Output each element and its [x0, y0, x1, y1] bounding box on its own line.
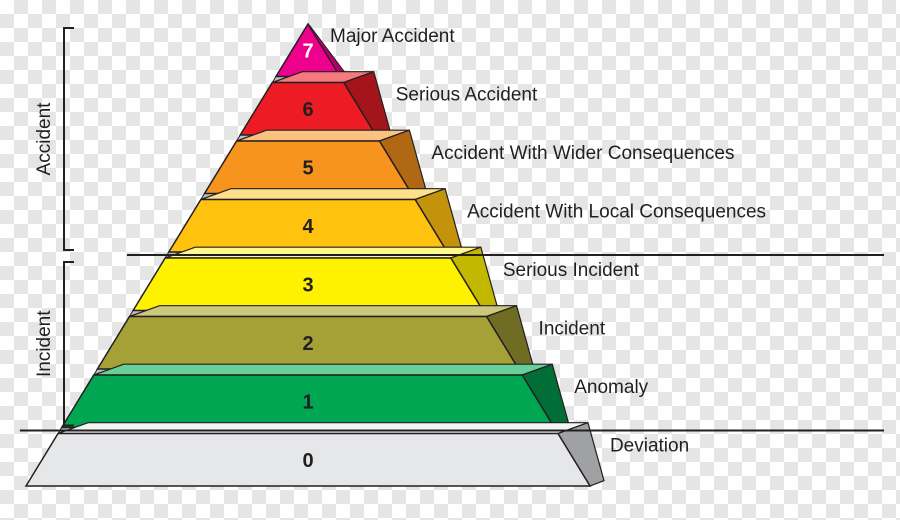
level-0-label: Deviation: [610, 436, 689, 457]
level-2-number: 2: [302, 333, 313, 355]
level-5-number: 5: [302, 158, 313, 180]
level-6-label: Serious Accident: [396, 85, 538, 106]
level-0-number: 0: [302, 450, 313, 472]
level-1-top: [94, 364, 552, 375]
level-3-label: Serious Incident: [503, 260, 640, 281]
level-7-label: Major Accident: [330, 26, 455, 47]
group-incident-label: Incident: [34, 310, 55, 377]
level-6-number: 6: [302, 99, 313, 121]
level-3-top: [165, 247, 481, 258]
group-incident-bracket: [64, 262, 74, 426]
level-1-label: Anomaly: [574, 377, 648, 398]
level-1-number: 1: [302, 392, 313, 414]
level-4-label: Accident With Local Consequences: [467, 202, 766, 223]
level-2-top: [129, 306, 516, 317]
group-accident-bracket: [64, 28, 74, 250]
level-4-top: [201, 189, 445, 200]
level-0-top: [58, 423, 588, 434]
group-accident-label: Accident: [34, 102, 55, 176]
level-3-number: 3: [302, 275, 313, 297]
level-5-label: Accident With Wider Consequences: [431, 143, 734, 164]
pyramid-diagram: 7 Major Accident 6 Serious Accident 5 Acciden…: [0, 0, 900, 520]
level-7-number: 7: [302, 41, 313, 63]
level-2-label: Incident: [539, 319, 606, 340]
level-4-number: 4: [302, 216, 314, 238]
